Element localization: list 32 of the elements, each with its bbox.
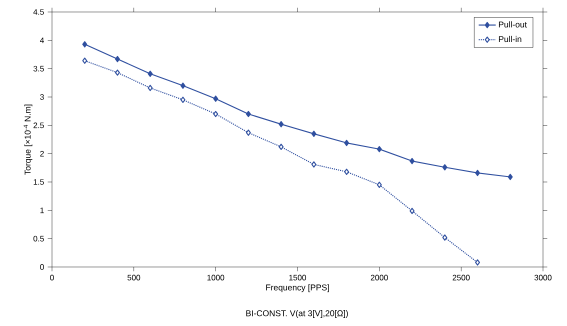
point [246, 130, 251, 136]
point [311, 161, 316, 168]
point [180, 82, 186, 89]
point [82, 58, 88, 64]
point [311, 130, 316, 137]
y-axis-title: Torque [×10$^{-4}$ N.m] [24, 104, 32, 175]
point [213, 96, 218, 102]
point [475, 170, 480, 176]
x-axis-title: Frequency [PPS] [266, 284, 329, 292]
point [376, 146, 382, 152]
legend-label: Pull-out [498, 21, 527, 28]
point [114, 56, 120, 62]
point [246, 110, 251, 118]
point [278, 144, 284, 150]
point [475, 259, 480, 266]
text: BI-CONST. V(at 3[V],20[Ω]) [246, 310, 348, 318]
point [442, 234, 448, 241]
point [278, 121, 284, 128]
point [344, 168, 350, 175]
point [213, 110, 218, 118]
point [442, 164, 448, 170]
point [148, 70, 153, 77]
point [114, 69, 120, 76]
point [180, 96, 186, 103]
point [148, 84, 153, 92]
point [410, 158, 415, 164]
point [508, 174, 513, 180]
point [410, 208, 415, 214]
point [82, 41, 88, 48]
point [376, 182, 382, 188]
legend-label: Pull-in [498, 36, 522, 42]
point [344, 140, 350, 146]
